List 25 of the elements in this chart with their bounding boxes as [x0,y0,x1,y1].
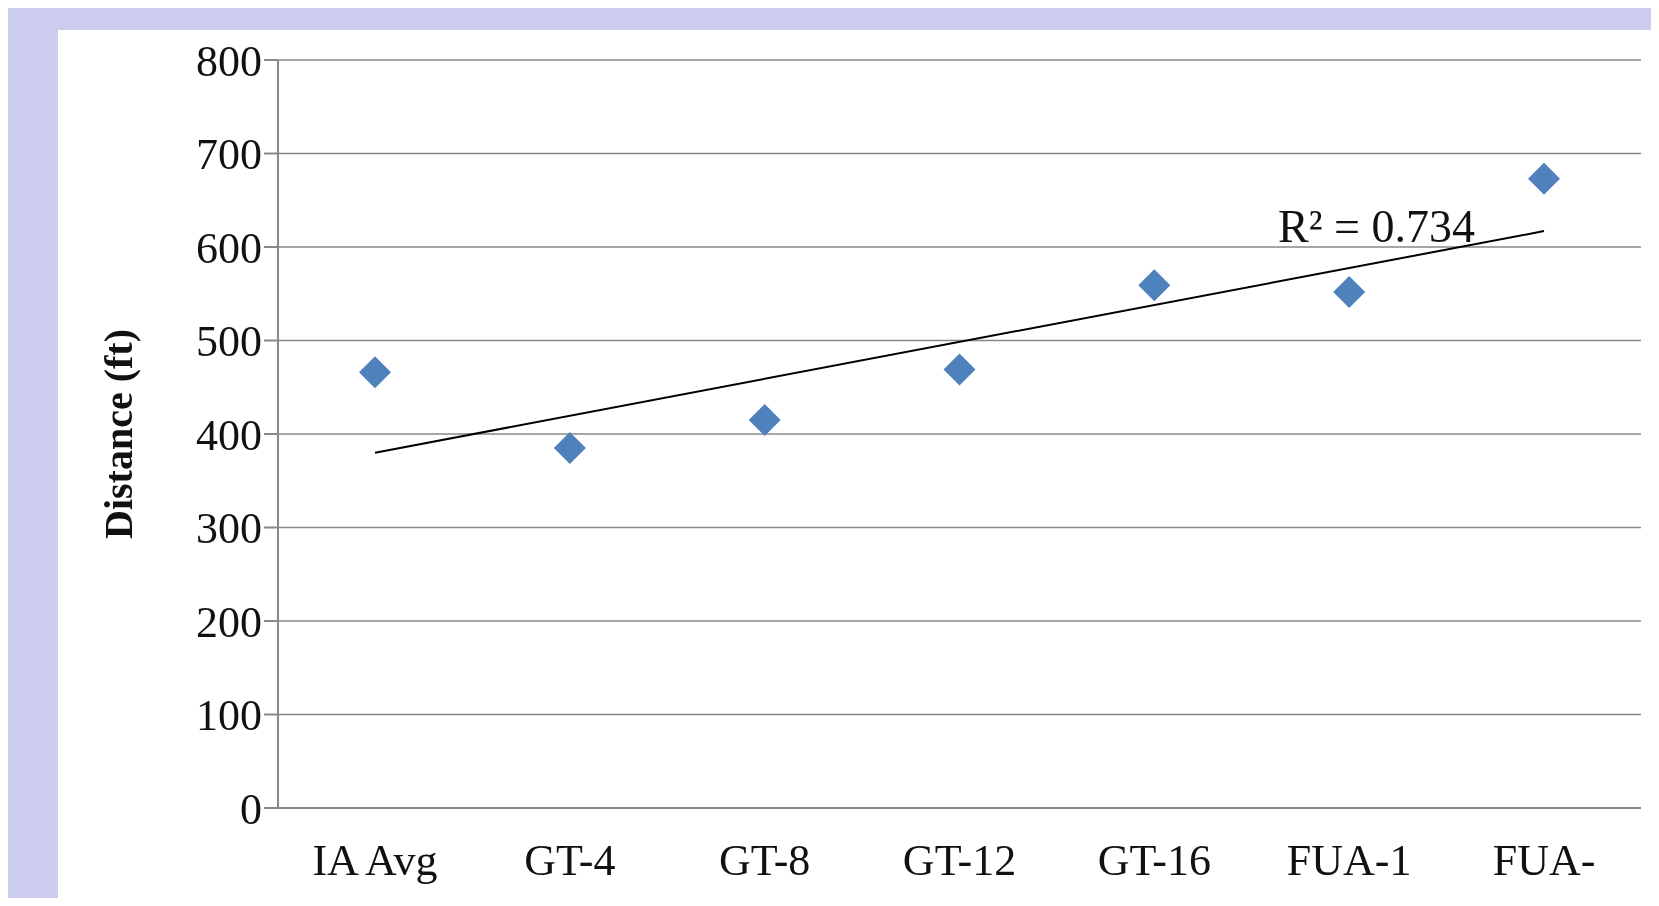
x-tick-label: GT-4 [524,836,616,886]
x-tick-label: GT-8 [719,836,811,886]
point [748,403,781,436]
point [943,353,976,386]
y-tick-label: 0 [240,784,262,834]
y-tick-label: 700 [196,130,262,180]
annotation: R² = 0.734 [1278,200,1475,253]
point [1138,269,1171,302]
x-tick-label: FUA- [1492,836,1596,886]
y-tick-label: 100 [196,691,262,741]
x-tick-label: FUA-1 [1286,836,1412,886]
y-tick-label: 600 [196,223,262,273]
x-tick-label: GT-12 [902,836,1017,886]
point [1333,275,1366,308]
y-axis-title: Distance (ft) [96,329,142,539]
point [553,432,586,465]
x-tick-label: IA Avg [312,836,438,886]
y-tick-label: 200 [196,597,262,647]
x-tick-label: GT-16 [1097,836,1211,886]
y-tick-label: 800 [196,36,262,86]
point [359,356,391,389]
point [1528,162,1560,195]
y-tick-label: 500 [196,317,262,367]
y-tick-label: 300 [196,504,262,554]
y-tick-label: 400 [196,410,262,460]
